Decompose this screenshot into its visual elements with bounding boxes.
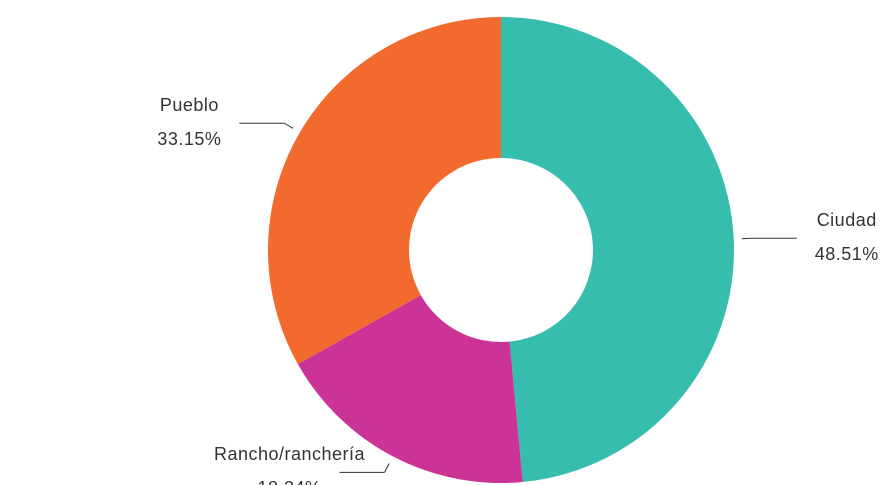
slice-label: Rancho/ranchería — [214, 444, 366, 464]
slice-value: 18.34% — [257, 478, 321, 485]
slice-label: Pueblo — [160, 95, 219, 115]
slice-value: 33.15% — [157, 129, 221, 149]
slice-value: 48.51% — [815, 244, 879, 264]
leader-line — [284, 122, 294, 129]
slice — [501, 17, 735, 482]
slice — [297, 295, 523, 483]
leader-line — [384, 463, 390, 473]
slice — [268, 17, 501, 365]
slice-label: Ciudad — [817, 210, 877, 230]
